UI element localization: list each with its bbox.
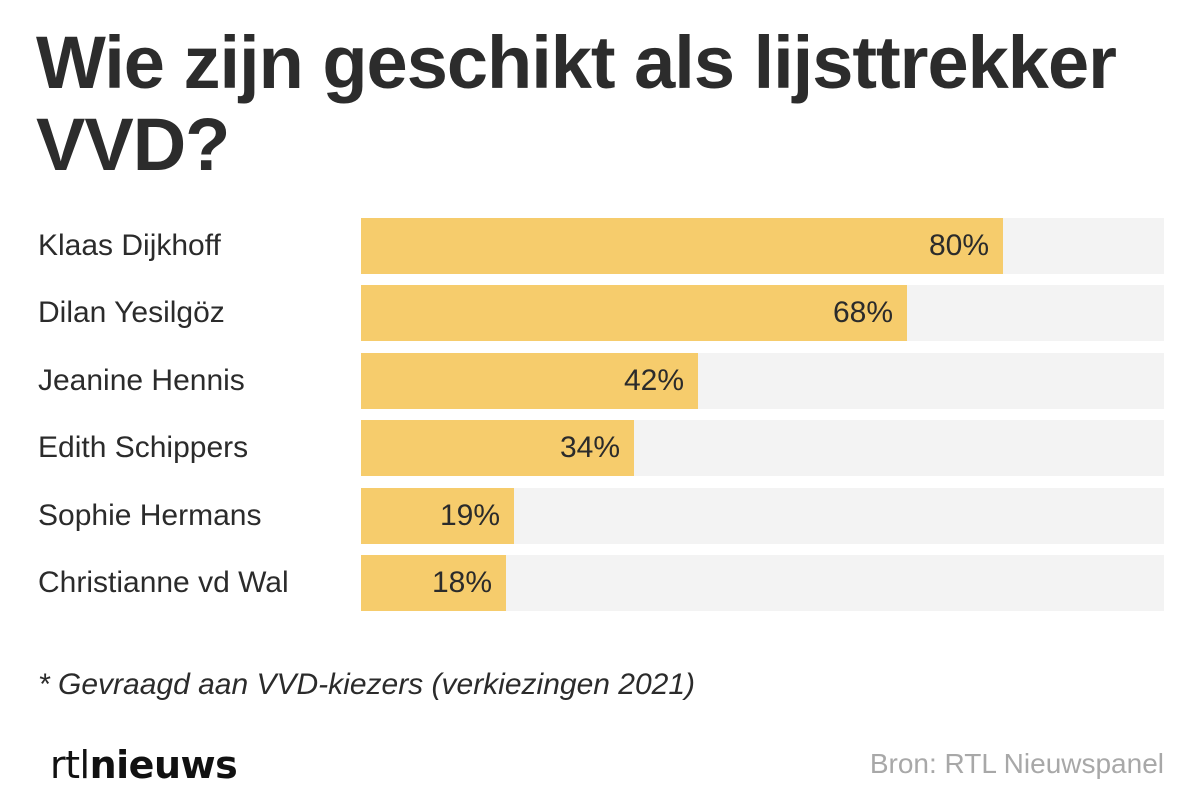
bar-track: 80%	[361, 218, 1164, 274]
bar	[361, 420, 634, 476]
category-label: Edith Schippers	[38, 431, 249, 464]
bar	[361, 353, 698, 409]
category-label: Sophie Hermans	[38, 499, 262, 532]
bar	[361, 488, 514, 544]
bar-track: 68%	[361, 285, 1164, 341]
bar	[361, 218, 1003, 274]
bar-row: Jeanine Hennis 42%	[0, 353, 1200, 409]
bar-value-label: 18%	[431, 566, 492, 599]
bar-value-label: 19%	[439, 499, 500, 532]
source-label: Bron: RTL Nieuwspanel	[869, 748, 1164, 779]
bar	[361, 285, 907, 341]
bar-row: Dilan Yesilgöz 68%	[0, 285, 1200, 341]
bar-row: Edith Schippers 34%	[0, 420, 1200, 476]
bar-row: Sophie Hermans 19%	[0, 488, 1200, 544]
bar-value-label: 80%	[928, 229, 989, 262]
bar-value-label: 34%	[559, 431, 620, 464]
bar-chart: Klaas Dijkhoff 80% Dilan Yesilgöz 68% Jeanin…	[0, 218, 1200, 611]
bar-row: Christianne vd Wal 18%	[0, 555, 1200, 611]
category-label: Christianne vd Wal	[38, 566, 289, 599]
bar-track: 34%	[361, 420, 1164, 476]
bar-value-label: 42%	[623, 364, 684, 397]
bar-value-label: 68%	[832, 296, 893, 329]
chart-title: Wie zijn geschikt als lijsttrekker VVD?	[36, 21, 1117, 186]
rtl-nieuws-logo: rtlnieuws	[50, 740, 238, 790]
category-label: Dilan Yesilgöz	[38, 296, 225, 329]
bar	[361, 555, 506, 611]
logo-nieuws-text: nieuws	[89, 743, 238, 787]
logo-rtl-text: rtl	[50, 743, 90, 787]
footnote: * Gevraagd aan VVD-kiezers (verkiezingen…	[38, 668, 695, 701]
bar-track: 18%	[361, 555, 1164, 611]
bar-track: 42%	[361, 353, 1164, 409]
bar-track: 19%	[361, 488, 1164, 544]
bar-row: Klaas Dijkhoff 80%	[0, 218, 1200, 274]
category-label: Jeanine Hennis	[38, 364, 245, 397]
category-label: Klaas Dijkhoff	[38, 229, 221, 262]
